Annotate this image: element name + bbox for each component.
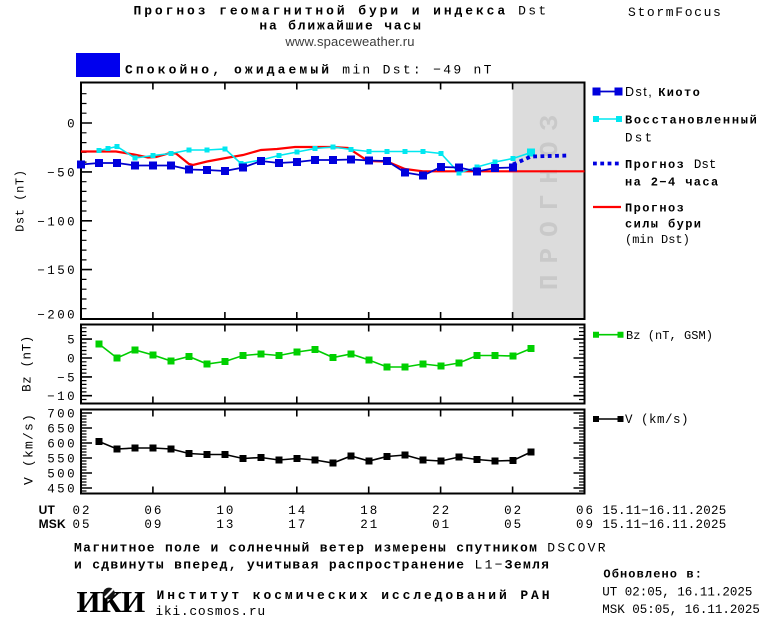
svg-text:iki.cosmos.ru: iki.cosmos.ru <box>155 604 266 619</box>
svg-text:02: 02 <box>504 504 523 518</box>
svg-text:01: 01 <box>432 518 451 532</box>
svg-text:MSK 05:05, 16.11.2025: MSK 05:05, 16.11.2025 <box>602 603 760 617</box>
svg-text:StormFocus: StormFocus <box>628 5 723 20</box>
svg-text:650: 650 <box>47 423 77 437</box>
svg-text:Прогноз геомагнитной бури и ин: Прогноз геомагнитной бури и индекса Dst <box>134 4 549 19</box>
svg-text:V (km/s): V (km/s) <box>625 413 689 427</box>
svg-text:на ближайшие часы: на ближайшие часы <box>259 19 422 34</box>
svg-text:18: 18 <box>360 504 379 518</box>
svg-text:−5: −5 <box>57 371 77 385</box>
svg-text:13: 13 <box>216 518 235 532</box>
svg-text:21: 21 <box>360 518 379 532</box>
svg-text:0: 0 <box>67 353 77 367</box>
svg-text:14: 14 <box>288 504 307 518</box>
svg-text:UT: UT <box>39 503 56 517</box>
svg-text:−100: −100 <box>37 215 77 229</box>
svg-text:и сдвинуты вперед, учитывая ра: и сдвинуты вперед, учитывая распростране… <box>74 558 550 573</box>
svg-text:09: 09 <box>576 518 595 532</box>
svg-text:09: 09 <box>144 518 163 532</box>
svg-text:Обновлено в:: Обновлено в: <box>603 566 703 581</box>
svg-text:MSK: MSK <box>39 517 66 531</box>
svg-text:0: 0 <box>67 118 77 132</box>
svg-text:силы бури: силы бури <box>625 217 702 232</box>
svg-text:Dst (nT): Dst (nT) <box>14 169 28 231</box>
svg-text:5: 5 <box>67 334 77 348</box>
svg-text:Восстановленный: Восстановленный <box>625 114 759 128</box>
svg-text:15.11−16.11.2025: 15.11−16.11.2025 <box>603 518 727 532</box>
svg-text:−10: −10 <box>47 390 77 404</box>
svg-text:700: 700 <box>47 408 77 422</box>
svg-text:Магнитное поле и солнечный вет: Магнитное поле и солнечный ветер измерен… <box>74 541 608 556</box>
svg-text:17: 17 <box>288 518 307 532</box>
svg-text:Институт космических исследова: Институт космических исследований РАН <box>157 588 553 603</box>
svg-text:−50: −50 <box>47 166 77 180</box>
svg-text:22: 22 <box>432 504 451 518</box>
svg-text:02: 02 <box>72 504 91 518</box>
svg-text:05: 05 <box>72 518 91 532</box>
svg-text:www.spaceweather.ru: www.spaceweather.ru <box>284 34 414 49</box>
svg-text:(min Dst): (min Dst) <box>625 233 690 247</box>
svg-text:05: 05 <box>504 518 523 532</box>
svg-text:600: 600 <box>47 438 77 452</box>
svg-text:ПРОГНОЗ: ПРОГНОЗ <box>535 104 565 290</box>
svg-text:10: 10 <box>216 504 235 518</box>
svg-text:Bz (nT, GSM): Bz (nT, GSM) <box>626 329 713 343</box>
svg-text:Dst, Киото: Dst, Киото <box>625 85 701 100</box>
svg-text:Прогноз: Прогноз <box>625 202 685 216</box>
svg-text:06: 06 <box>144 504 163 518</box>
svg-text:Прогноз Dst: Прогноз Dst <box>625 158 716 172</box>
svg-text:V (km/s): V (km/s) <box>22 413 37 485</box>
svg-text:−200: −200 <box>37 308 77 322</box>
svg-text:UT 02:05, 16.11.2025: UT 02:05, 16.11.2025 <box>602 586 752 600</box>
svg-text:Dst: Dst <box>625 132 654 146</box>
svg-text:15.11−16.11.2025: 15.11−16.11.2025 <box>603 504 727 518</box>
svg-text:Bz (nT): Bz (nT) <box>21 335 35 392</box>
svg-text:06: 06 <box>576 504 595 518</box>
svg-text:на 2−4 часа: на 2−4 часа <box>625 176 720 190</box>
svg-text:450: 450 <box>47 483 77 497</box>
svg-text:500: 500 <box>47 468 77 482</box>
svg-text:Спокойно, ожидаемый min Dst: −: Спокойно, ожидаемый min Dst: −49 nT <box>125 63 494 78</box>
svg-text:550: 550 <box>47 453 77 467</box>
svg-text:−150: −150 <box>37 264 77 278</box>
